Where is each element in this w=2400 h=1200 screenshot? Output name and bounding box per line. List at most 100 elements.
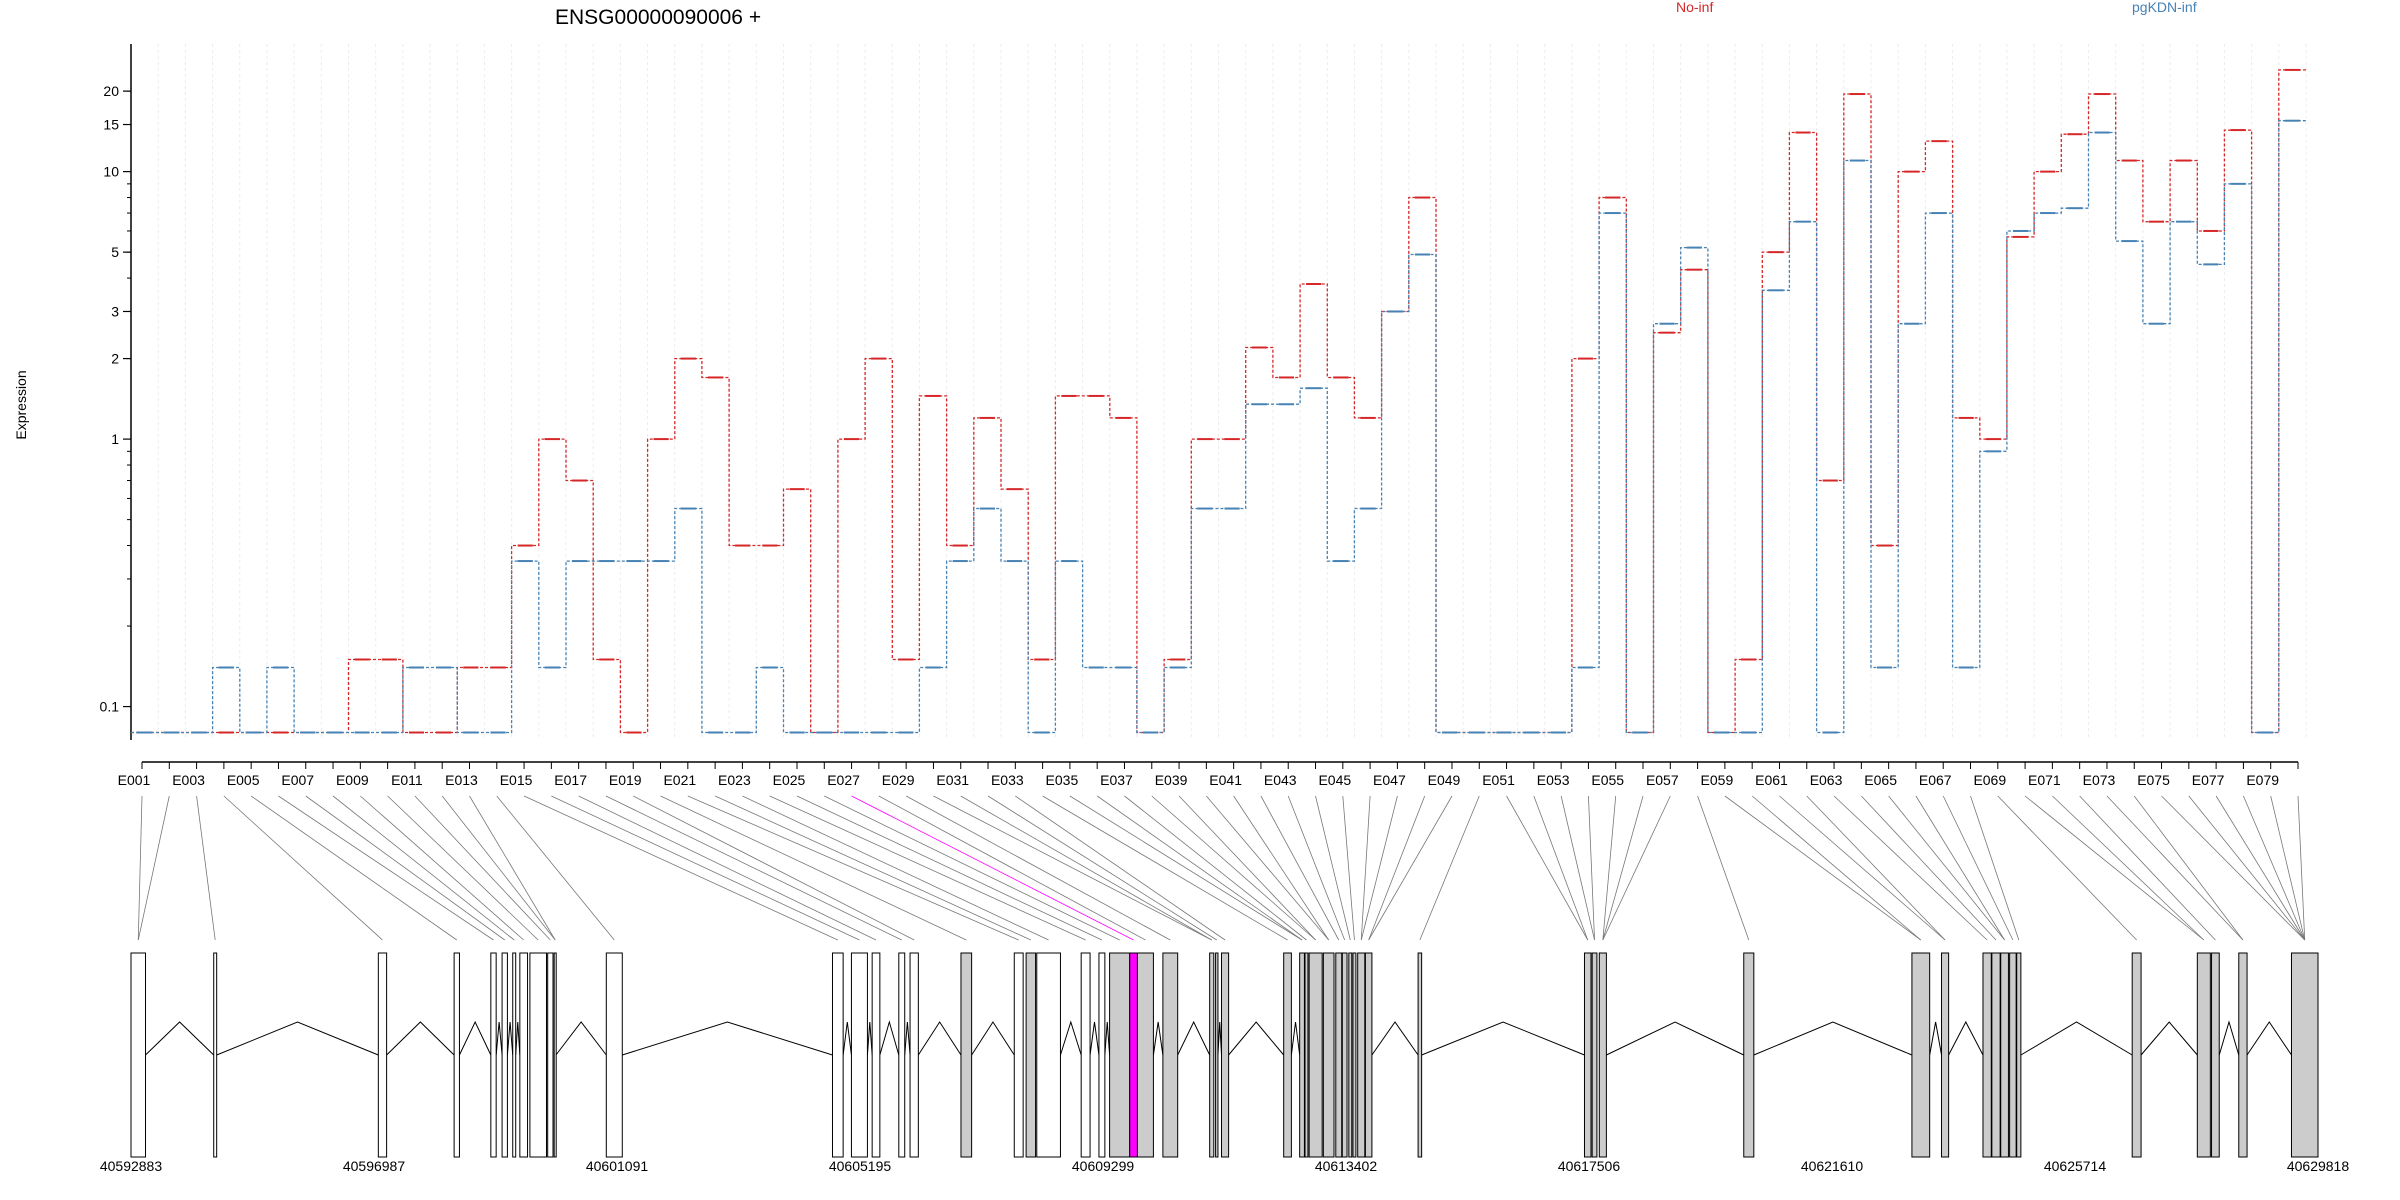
exon-connector	[1368, 795, 1426, 941]
chart-title: ENSG00000090006 +	[555, 6, 761, 29]
exon-tick-label: E021	[663, 772, 696, 788]
exon-box	[2238, 952, 2248, 1158]
exon-connector	[1602, 795, 1671, 941]
intron-line	[2020, 1021, 2133, 1056]
exon-tick-label: E011	[391, 772, 423, 788]
exon-box	[1308, 952, 1323, 1158]
exon-connector	[250, 795, 458, 941]
exon-connector	[1124, 795, 1307, 941]
exon-box	[2009, 952, 2017, 1158]
series-pgkdn-inf	[131, 119, 2306, 734]
exon-box	[1941, 952, 1950, 1158]
exon-box	[501, 952, 508, 1158]
exon-connector	[1096, 795, 1303, 941]
exon-tick-label: E047	[1373, 772, 1406, 788]
exon-tick-label: E005	[227, 772, 260, 788]
exon-connector	[1069, 795, 1303, 941]
intron-line	[1290, 1021, 1301, 1056]
exon-box	[1129, 952, 1138, 1158]
y-tick-label: 20	[103, 83, 119, 99]
exon-tick-label: E077	[2192, 772, 2225, 788]
exon-connector	[137, 795, 170, 941]
intron-line	[515, 1021, 521, 1056]
exon-box	[553, 952, 557, 1158]
exon-connector	[1178, 795, 1316, 941]
intron-line	[458, 1020, 492, 1056]
legend-no-inf: No-inf	[1676, 0, 1713, 15]
exon-tick-label: E045	[1318, 772, 1351, 788]
intron-line	[917, 1021, 962, 1056]
exon-tick-label: E055	[1591, 772, 1624, 788]
exon-connector	[278, 795, 494, 941]
exon-connector	[1151, 795, 1316, 941]
exon-box	[2211, 952, 2220, 1158]
exon-box	[377, 952, 388, 1158]
exon-box	[1013, 952, 1024, 1158]
exon-box	[490, 952, 497, 1158]
exon-box	[1025, 952, 1037, 1158]
y-tick-label: 10	[103, 164, 119, 180]
exon-box	[898, 952, 906, 1158]
exon-tick-label: E035	[1046, 772, 1079, 788]
exon-connector	[414, 795, 551, 941]
y-tick-label: 15	[103, 117, 119, 133]
exon-connector	[687, 795, 1019, 941]
exon-connector	[1206, 795, 1329, 941]
exon-connector	[1751, 795, 1922, 941]
intron-line	[555, 1021, 607, 1056]
intron-line	[879, 1020, 900, 1056]
exon-connector	[1806, 795, 1946, 941]
exon-connector	[1942, 795, 2014, 941]
exon-box	[1982, 952, 1992, 1158]
exon-connector	[824, 795, 1120, 941]
exon-box	[1364, 952, 1373, 1158]
genomic-position-label: 40617506	[1558, 1158, 1621, 1174]
intron-line	[622, 1021, 833, 1056]
exon-connector	[960, 795, 1212, 941]
exon-connector	[1697, 795, 1750, 941]
exon-tick-label: E075	[2137, 772, 2170, 788]
intron-line	[506, 1021, 514, 1056]
exon-box	[1598, 952, 1607, 1158]
exon-box	[1911, 952, 1931, 1158]
exon-tick-label: E007	[281, 772, 314, 788]
intron-line	[866, 1021, 873, 1056]
exon-box	[1162, 952, 1179, 1158]
intron-line	[495, 1021, 503, 1056]
intron-line	[1753, 1021, 1913, 1056]
genomic-position-label: 40609299	[1072, 1158, 1135, 1174]
exon-box	[1348, 952, 1353, 1158]
exon-tick-label: E067	[1919, 772, 1952, 788]
intron-line	[1228, 1021, 1285, 1056]
exon-box	[1215, 952, 1219, 1158]
exon-box	[1299, 952, 1305, 1158]
exon-connector	[305, 795, 505, 941]
exon-connector	[2161, 795, 2306, 941]
exon-box	[519, 952, 529, 1158]
exon-connector	[1915, 795, 2005, 941]
exon-tick-label: E003	[172, 772, 205, 788]
exon-box	[547, 952, 554, 1158]
y-axis-label: Expression	[13, 370, 29, 439]
exon-connector	[2188, 795, 2306, 941]
intron-line	[1152, 1021, 1164, 1056]
exon-box	[2290, 952, 2319, 1158]
exon-box	[605, 952, 623, 1158]
intron-line	[1371, 1021, 1419, 1056]
intron-line	[1948, 1020, 1984, 1056]
exon-connector	[1342, 795, 1355, 941]
exon-connector	[2243, 795, 2306, 941]
exon-box	[453, 952, 460, 1158]
genomic-position-label: 40621610	[1801, 1158, 1864, 1174]
exon-connector	[1602, 795, 1617, 941]
exon-box	[1080, 952, 1091, 1158]
exon-connector	[1602, 795, 1644, 941]
exon-connector	[987, 795, 1217, 941]
exon-tick-label: E071	[2028, 772, 2061, 788]
intron-line	[1421, 1021, 1585, 1056]
exon-connector	[2106, 795, 2244, 941]
exon-tick-label: E053	[1537, 772, 1570, 788]
exon-connector	[2079, 795, 2216, 941]
exon-box	[1335, 952, 1343, 1158]
